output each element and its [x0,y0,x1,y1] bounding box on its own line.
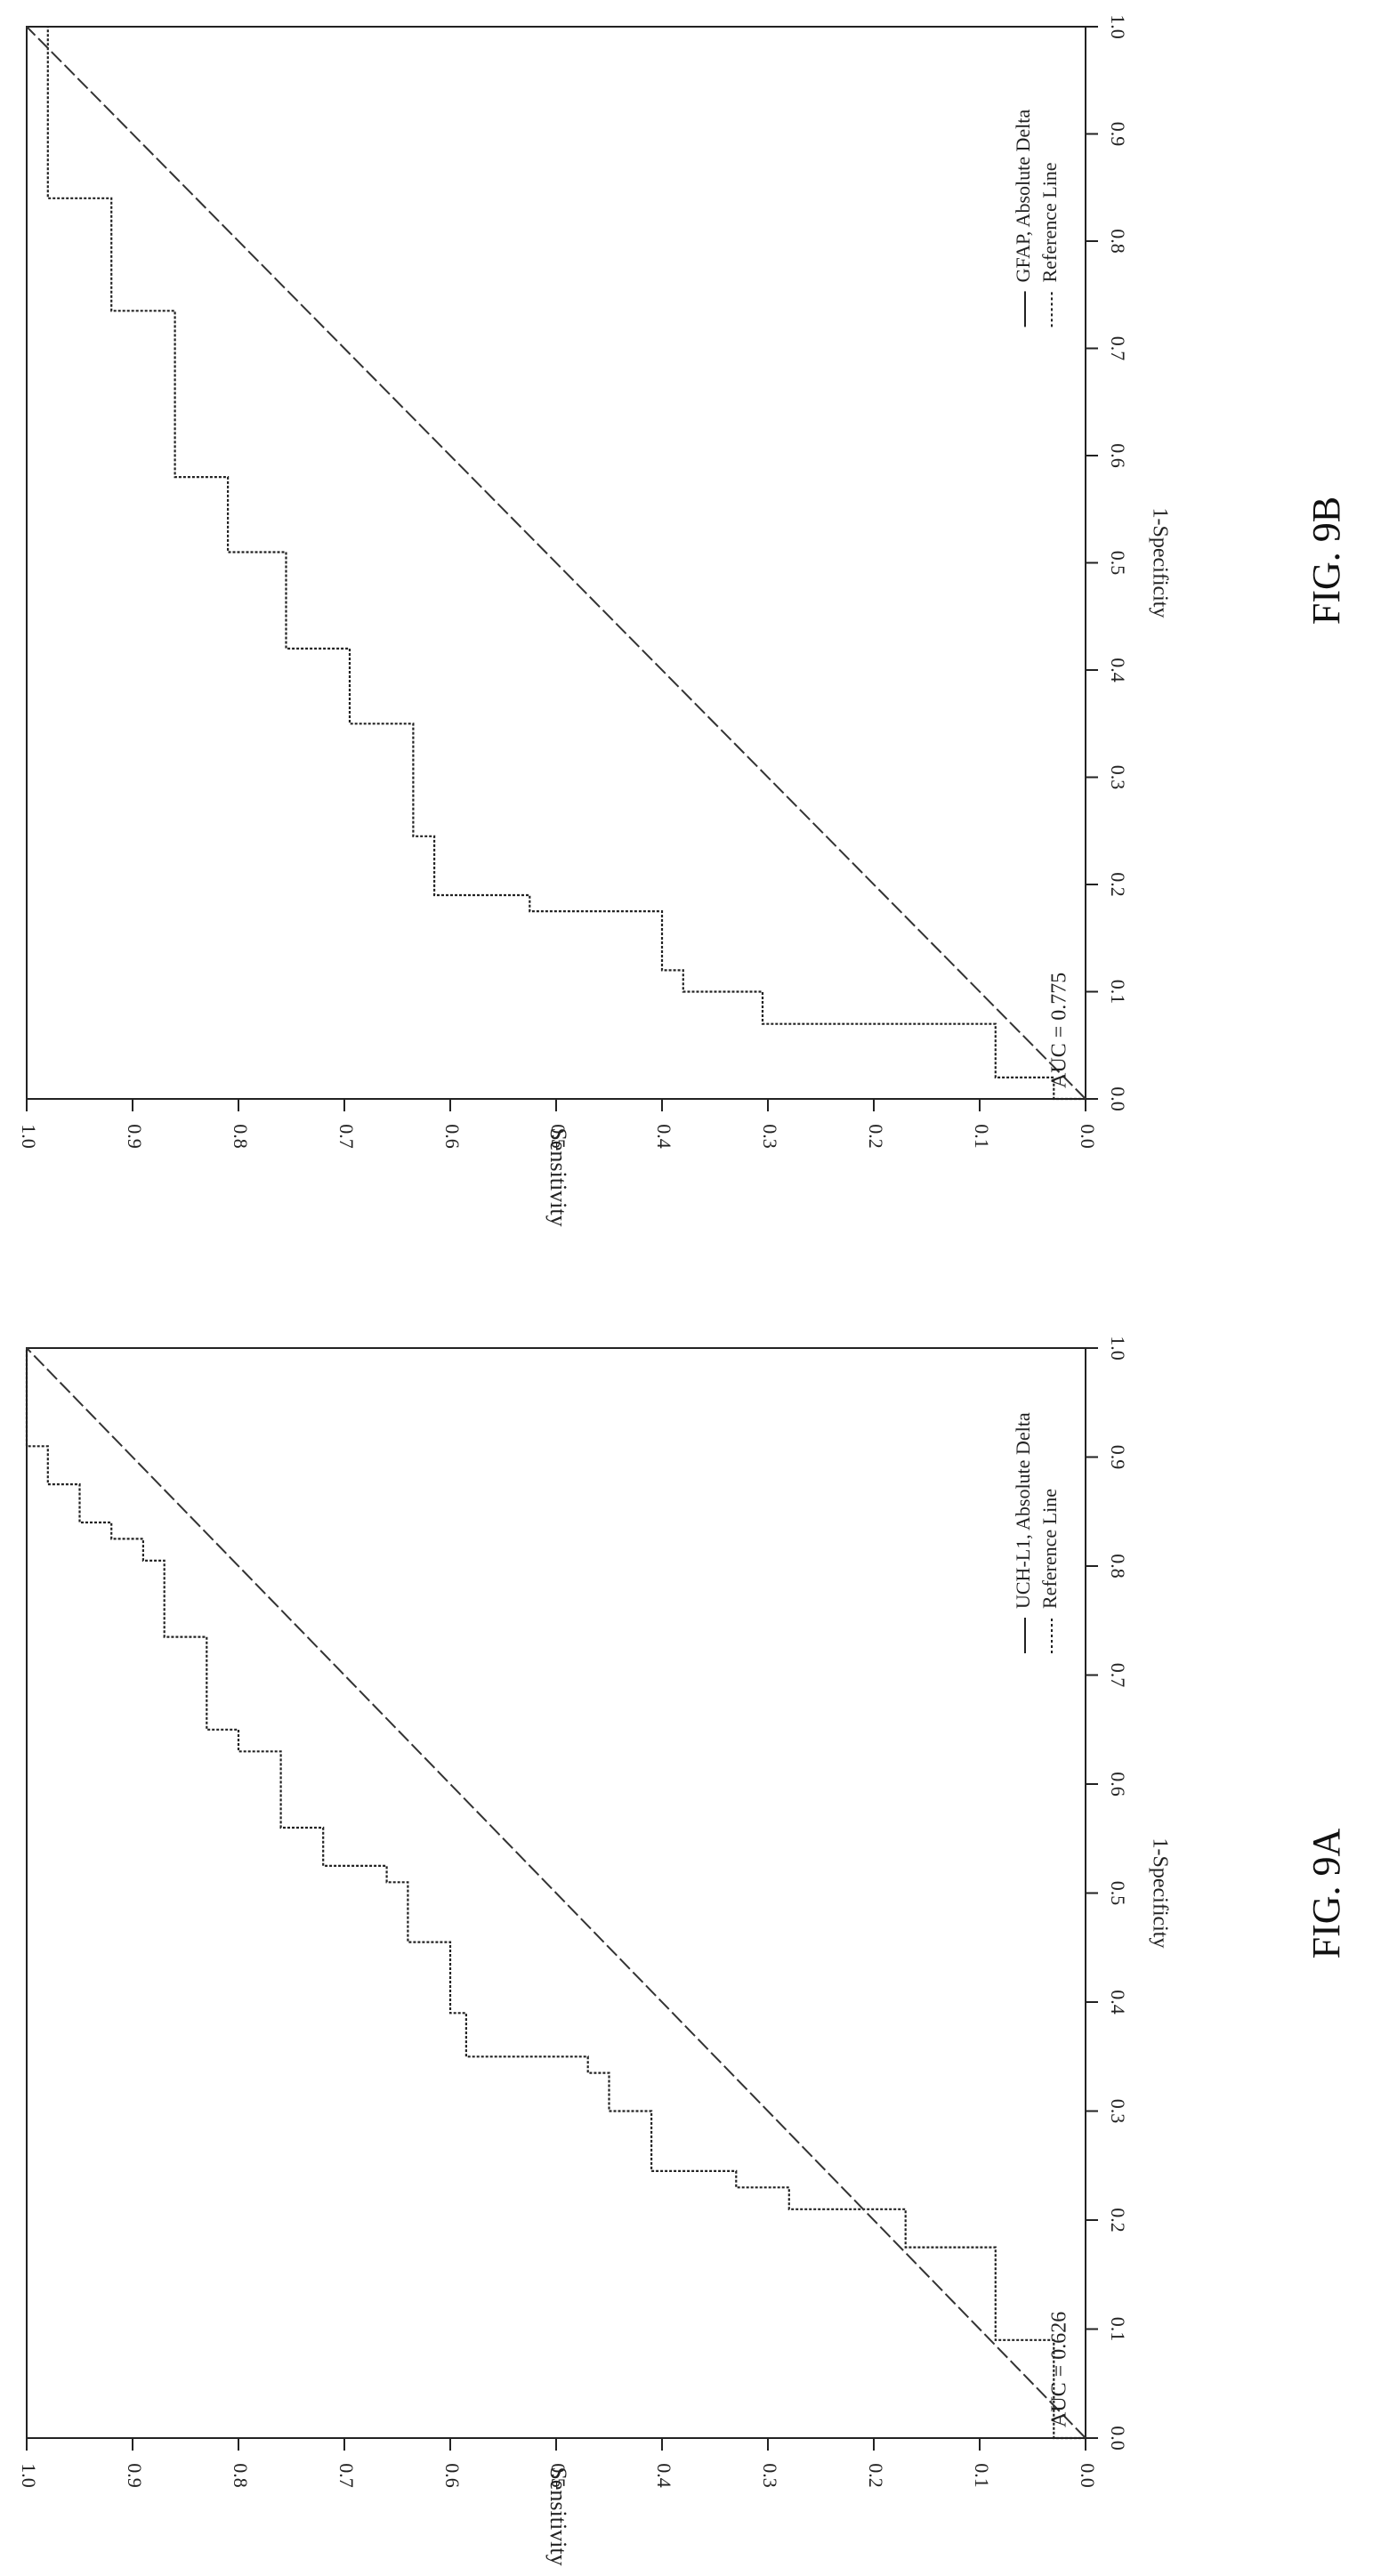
chart-9a-y-tick-label-6: 0.6 [441,2463,464,2488]
chart-9b-y-tick-label-8: 0.8 [230,1124,252,1149]
chart-9a-y-tick-label-0: 0.0 [1077,2463,1099,2488]
chart-9b-y-tick-label-2: 0.2 [865,1124,887,1149]
chart-9a-y-tick-label-4: 0.4 [653,2463,675,2488]
chart-9a-y-axis-label: Sensitivity [545,2467,571,2565]
chart-9a-x-tick-label-3: 0.3 [1107,2099,1129,2124]
chart-9a-auc-annotation: AUC = 0.626 [1048,2312,1071,2427]
chart-9b-auc-annotation: AUC = 0.775 [1048,973,1071,1088]
chart-9b-x-tick-label-10: 1.0 [1107,14,1129,39]
chart-9b-figure-label: FIG. 9B [1304,497,1348,625]
chart-9b-x-tick-label-9: 0.9 [1107,122,1129,147]
chart-9a-y-tick-label-5: 0.5 [547,2463,569,2488]
chart-9b-x-tick-label-2: 0.2 [1107,872,1129,897]
chart-9a-x-tick-label-0: 0.0 [1107,2426,1129,2451]
chart-9b-x-tick-label-1: 0.1 [1107,980,1129,1005]
chart-9a: 0.0 0.1 0.2 0.3 0.4 0.5 0.6 0.7 0.8 0.9 1.0 0.0 0.1 0… [18,1336,1348,2565]
chart-9a-series-roc-curve [25,1348,1086,2440]
chart-9b-y-tick-label-0: 0.0 [1077,1124,1099,1149]
chart-9a-y-tick-label-7: 0.7 [335,2463,358,2488]
chart-9a-x-tick-label-8: 0.8 [1107,1554,1129,1579]
chart-9b-x-tick-label-7: 0.7 [1107,336,1129,361]
chart-9b-x-tick-label-3: 0.3 [1107,765,1129,790]
chart-9a-x-tick-label-5: 0.5 [1107,1881,1129,1906]
chart-9a-figure-label: FIG. 9A [1304,1828,1348,1958]
chart-9a-y-tick-label-1: 0.1 [971,2463,993,2488]
chart-9a-x-tick-label-1: 0.1 [1107,2317,1129,2342]
chart-9b-x-axis-label: 1-Specificity [1148,508,1171,618]
chart-9b-x-tick-label-4: 0.4 [1107,658,1129,682]
chart-9b-x-tick-label-6: 0.6 [1107,443,1129,468]
chart-9a-y-tick-label-3: 0.3 [759,2463,781,2488]
chart-9a-x-tick-label-6: 0.6 [1107,1772,1129,1797]
chart-9b-x-tick-label-0: 0.0 [1107,1086,1129,1111]
chart-9a-x-tick-label-7: 0.7 [1107,1663,1129,1688]
chart-9b-y-tick-label-5: 0.5 [547,1124,569,1149]
chart-9b-series-reference-line [26,26,1086,1100]
chart-9a-y-tick-label-9: 0.9 [124,2463,146,2488]
chart-9b-y-tick-label-1: 0.1 [971,1124,993,1149]
chart-9b-legend-label-1: Reference Line [1038,162,1061,282]
chart-9a-x-tick-label-4: 0.4 [1107,1990,1129,2015]
chart-9a-x-tick-label-2: 0.2 [1107,2208,1129,2233]
chart-9b-y-tick-label-10: 1.0 [18,1124,40,1149]
chart-9b: 0.0 0.1 0.2 0.3 0.4 0.5 0.6 0.7 0.8 0.9 1.0 0.0 0.1 0… [18,14,1348,1226]
chart-9a-series-reference-line [26,1347,1086,2439]
chart-9a-y-tick-label-10: 1.0 [18,2463,40,2488]
chart-9a-legend-label-0: UCH-L1, Absolute Delta [1012,1412,1034,1609]
chart-9b-y-tick-label-6: 0.6 [441,1124,464,1149]
chart-9a-x-tick-label-9: 0.9 [1107,1445,1129,1470]
chart-9b-y-tick-label-4: 0.4 [653,1124,675,1149]
chart-9a-x-tick-label-10: 1.0 [1107,1336,1129,1361]
chart-9b-y-tick-label-9: 0.9 [124,1124,146,1149]
chart-9b-y-tick-label-7: 0.7 [335,1124,358,1149]
chart-9b-x-tick-label-5: 0.5 [1107,551,1129,576]
chart-9b-y-axis-label: Sensitivity [545,1127,571,1226]
chart-9a-x-axis-label: 1-Specificity [1148,1838,1171,1949]
chart-9a-y-tick-label-2: 0.2 [865,2463,887,2488]
chart-9b-legend-label-0: GFAP, Absolute Delta [1012,109,1034,283]
chart-9b-y-tick-label-3: 0.3 [759,1124,781,1149]
chart-9a-y-tick-label-8: 0.8 [230,2463,252,2488]
chart-9b-series-roc-curve [46,27,1086,1101]
chart-9a-legend-label-1: Reference Line [1038,1489,1061,1609]
chart-9b-x-tick-label-8: 0.8 [1107,229,1129,254]
